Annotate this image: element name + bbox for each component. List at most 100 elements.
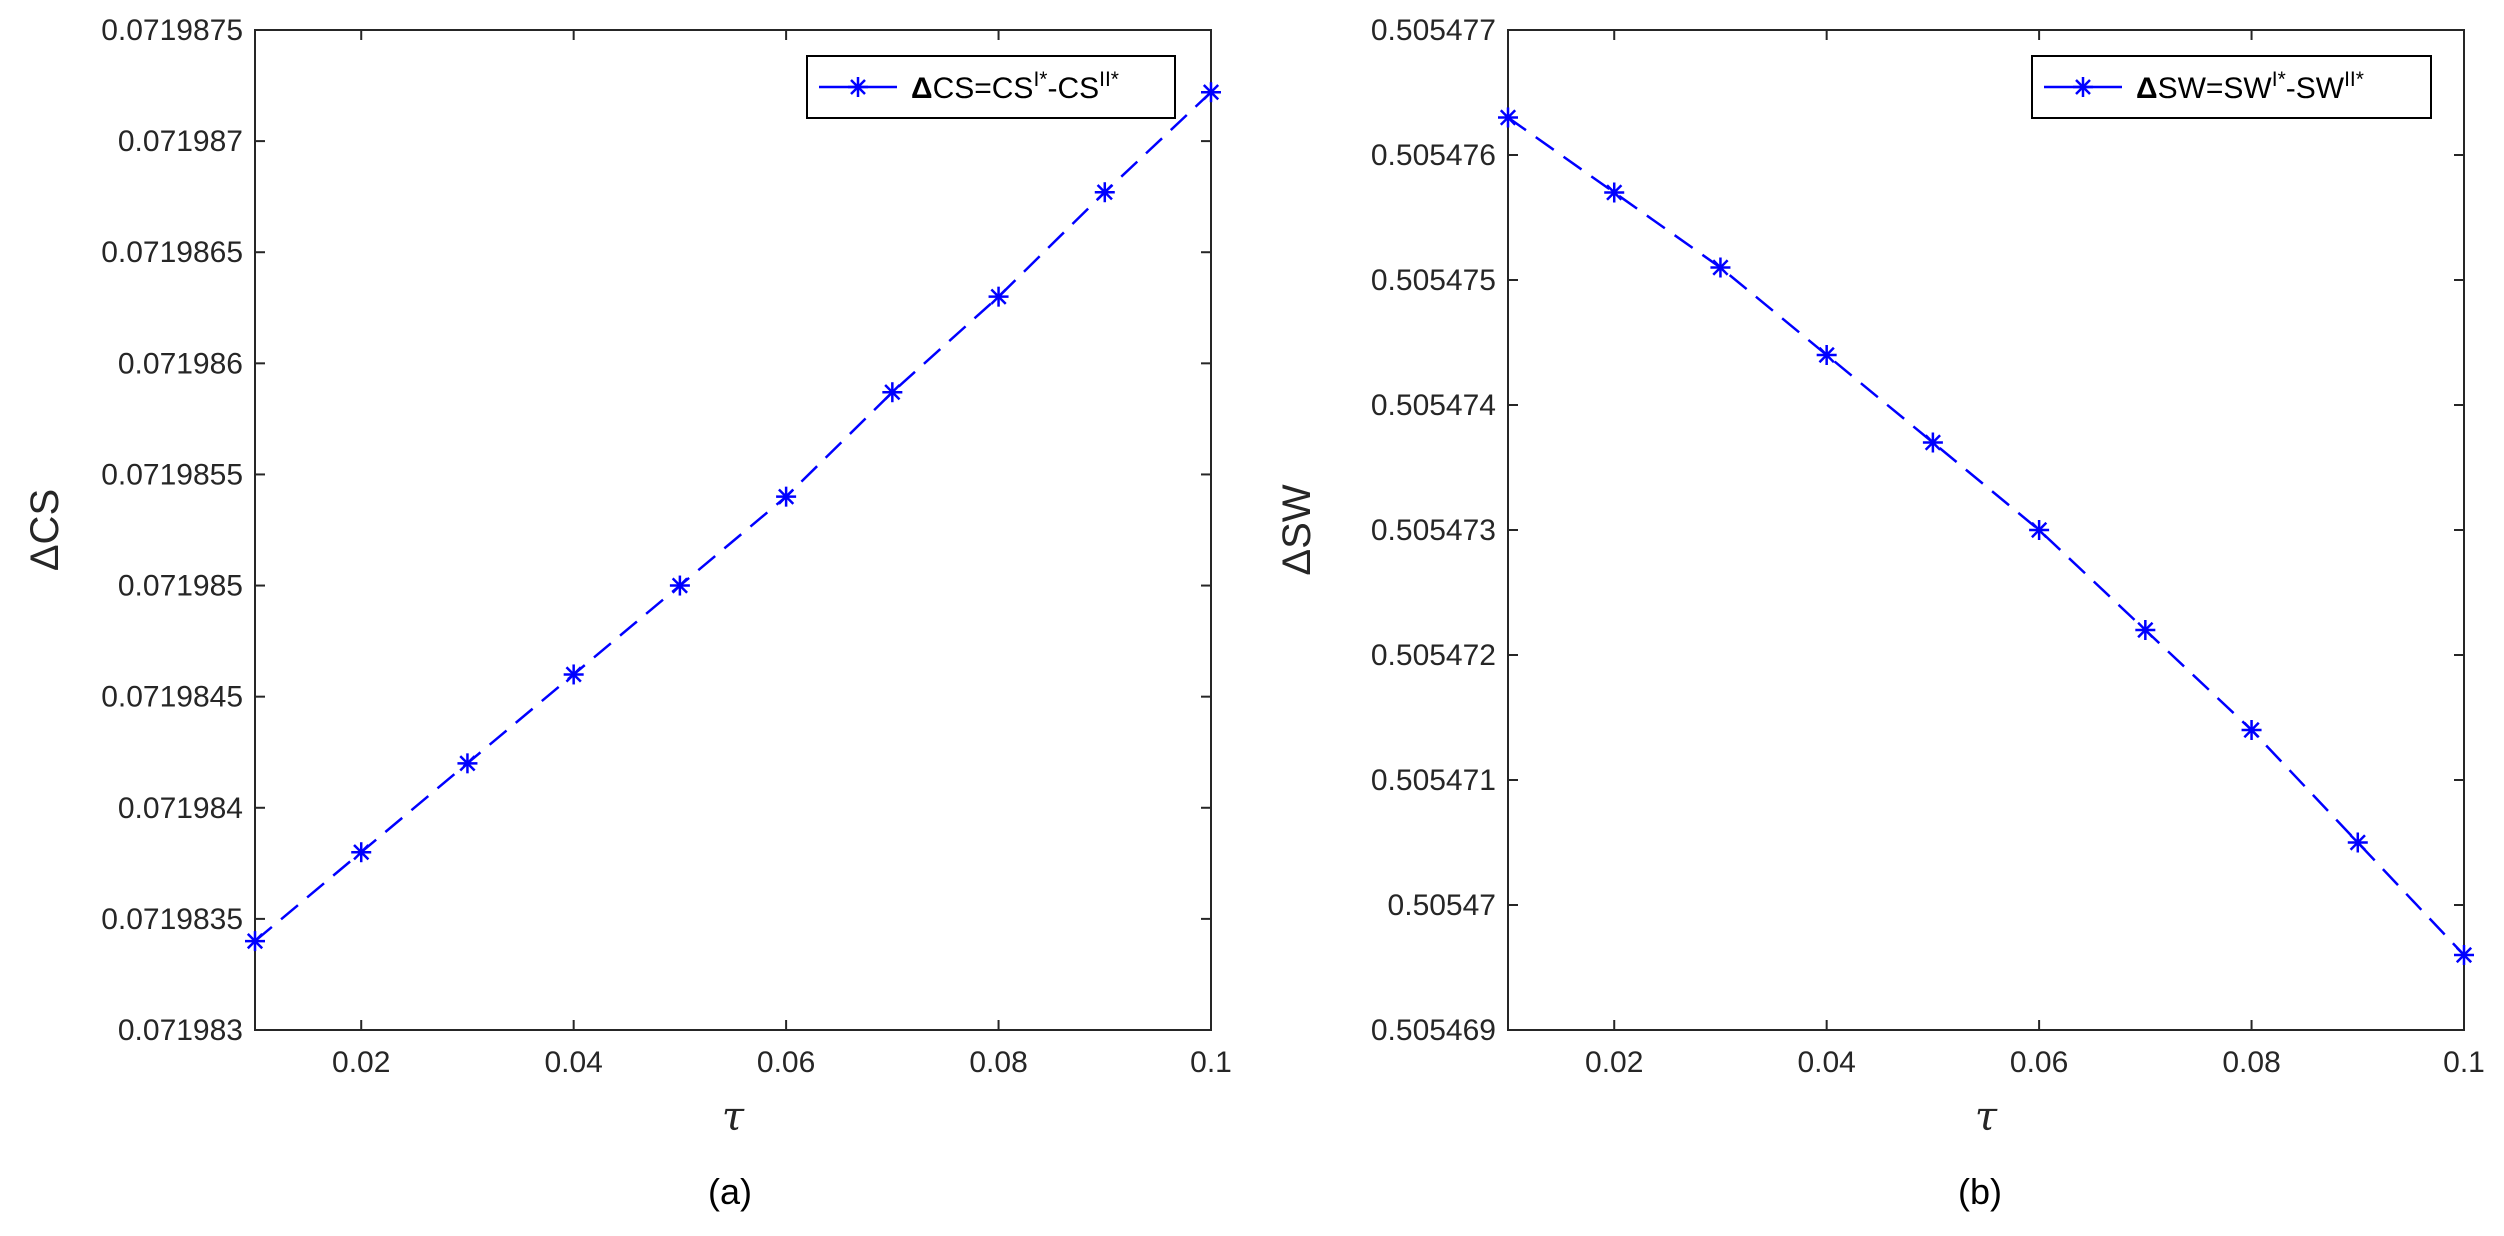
panel-b-y-axis-label: ΔSW: [1275, 484, 1319, 575]
panel-b-ytick-label: 0.505476: [1371, 139, 1496, 172]
panel-b-xtick-label: 0.06: [2010, 1046, 2068, 1079]
panel-a-marker-stroke: [565, 666, 582, 683]
panel-a-legend-text-part: CS=CS: [933, 72, 1034, 105]
panel-b-chart: 0.505469 0.50547 0.505471 0.505472 0.505473 0…: [1275, 14, 2485, 1140]
panel-a-caption: (a): [708, 1171, 752, 1212]
panel-a-data-point: [1094, 182, 1115, 203]
panel-b-legend-text-part: II*: [2344, 68, 2364, 91]
panel-b-marker-stroke: [1924, 434, 1941, 451]
panel-a-y-axis-label: ΔCS: [23, 489, 67, 571]
panel-b-data-point: [1710, 257, 1731, 278]
panel-a-xtick-label: 0.04: [544, 1046, 602, 1079]
panel-b-legend-marker: [2075, 79, 2091, 95]
panel-a-legend-marker: [850, 79, 866, 95]
panel-b-ytick-label: 0.505471: [1371, 764, 1496, 797]
panel-a-ytick-label: 0.071984: [118, 792, 243, 825]
panel-b-legend-text-part: SW=SW: [2158, 72, 2273, 105]
panel-b-xtick-label: 0.02: [1585, 1046, 1643, 1079]
panel-b-data-point: [1498, 107, 1518, 128]
panel-a-legend-text-part: -CS: [1047, 72, 1099, 105]
panel-b-legend: ΔSW=SWI*-SWII*: [2031, 55, 2432, 119]
panel-b-plot-area: [1508, 30, 2464, 1030]
panel-a-data-point: [351, 842, 372, 863]
panel-a-chart: 0.071983 0.0719835 0.071984 0.0719845 0.0719…: [23, 14, 1232, 1140]
panel-b-data-point: [1922, 432, 1943, 453]
panel-b-ytick-label: 0.50547: [1388, 889, 1496, 922]
panel-b-marker-stroke: [1818, 346, 1835, 364]
panel-a-axes-box: [254, 29, 1212, 1031]
panel-a-data-point: [882, 382, 903, 403]
panel-a-marker-stroke: [884, 384, 901, 401]
panel-a-marker-stroke: [1202, 84, 1220, 101]
panel-b-legend-text-part: Δ: [2136, 72, 2158, 105]
panel-a-data-point: [563, 664, 584, 685]
panel-b-ytick-label: 0.505469: [1371, 1014, 1496, 1047]
panel-a-marker-stroke: [778, 488, 795, 505]
panel-b-data-point: [2029, 520, 2050, 540]
panel-a-data-point: [669, 575, 690, 596]
panel-a-legend-label: ΔCS=CSI*-CSII*: [911, 68, 1119, 105]
panel-a-legend-text-part: I*: [1033, 68, 1047, 91]
panel-b-data-point: [2347, 832, 2368, 853]
panel-b-x-axis-label: τ: [1975, 1094, 1998, 1140]
panel-a-series-line: [254, 91, 1212, 943]
panel-a-marker-stroke: [990, 288, 1007, 305]
panel-a-marker-stroke: [246, 933, 264, 950]
panel-a-data-point: [457, 753, 478, 774]
panel-a-x-axis-label: τ: [722, 1094, 745, 1140]
panel-a-ytick-label: 0.071986: [118, 347, 243, 380]
panel-b-ytick-label: 0.505473: [1371, 514, 1496, 547]
panel-b-data-point: [2135, 620, 2156, 640]
panel-b-marker-stroke: [2137, 621, 2154, 639]
panel-a-ytick-label: 0.0719845: [101, 681, 243, 714]
panel-a-marker-stroke: [459, 755, 476, 772]
panel-a-ytick-label: 0.071987: [118, 125, 243, 158]
panel-b-marker-stroke: [2243, 721, 2260, 739]
panel-b-marker-stroke: [2349, 834, 2366, 851]
panel-b-marker-stroke: [1606, 184, 1623, 201]
panel-b-data-point: [1816, 345, 1837, 365]
panel-b-xtick-label: 0.08: [2222, 1046, 2280, 1079]
panel-b-marker-stroke: [1499, 109, 1517, 126]
panel-a-marker-stroke: [1096, 184, 1113, 201]
panel-a-data-point: [776, 486, 797, 507]
panel-a-xtick-label: 0.08: [969, 1046, 1027, 1079]
panel-b-ytick-label: 0.505472: [1371, 639, 1496, 672]
panel-b-ytick-label: 0.505474: [1371, 389, 1496, 422]
panel-a-data-point: [245, 931, 265, 952]
panel-a-ytick-label: 0.0719875: [101, 14, 243, 47]
panel-a-xtick-label: 0.06: [757, 1046, 815, 1079]
panel-b-data-point: [2454, 945, 2474, 965]
panel-a-legend: ΔCS=CSI*-CSII*: [806, 55, 1176, 119]
panel-b-xtick-label: 0.04: [1797, 1046, 1855, 1079]
panel-b-marker-stroke: [1712, 259, 1729, 276]
panel-a-marker-stroke: [353, 844, 370, 861]
panel-b-caption: (b): [1958, 1171, 2002, 1212]
panel-b-xtick-label: 0.1: [2443, 1046, 2485, 1079]
panel-b-legend-text-part: I*: [2272, 68, 2286, 91]
panel-b-data-point: [1604, 182, 1625, 203]
panel-b-legend-text-part: -SW: [2286, 72, 2345, 105]
panel-b-marker-stroke: [2455, 946, 2473, 964]
panel-a-xtick-label: 0.02: [332, 1046, 390, 1079]
panel-a-ytick-label: 0.071983: [118, 1014, 243, 1047]
panel-b-marker-stroke: [2031, 521, 2048, 539]
panel-a-data-point: [1201, 82, 1221, 103]
panel-b-axes-box: [1507, 29, 2465, 1031]
panel-a-legend-text-part: Δ: [911, 72, 933, 105]
panel-a-xtick-label: 0.1: [1190, 1046, 1232, 1079]
panel-a-marker-stroke: [671, 577, 688, 594]
panel-b-ytick-label: 0.505477: [1371, 14, 1496, 47]
panel-b-ytick-label: 0.505475: [1371, 264, 1496, 297]
panel-a-legend-text-part: II*: [1099, 68, 1119, 91]
panel-a-ytick-label: 0.0719865: [101, 236, 243, 269]
panel-a-ytick-label: 0.071985: [118, 570, 243, 603]
panel-b-legend-label: ΔSW=SWI*-SWII*: [2136, 68, 2364, 105]
panel-a-ytick-label: 0.0719855: [101, 458, 243, 491]
panel-a-ytick-label: 0.0719835: [101, 903, 243, 936]
panel-b-data-point: [2241, 720, 2262, 740]
panel-a-plot-area: [255, 30, 1211, 1030]
panel-a-data-point: [988, 286, 1009, 307]
